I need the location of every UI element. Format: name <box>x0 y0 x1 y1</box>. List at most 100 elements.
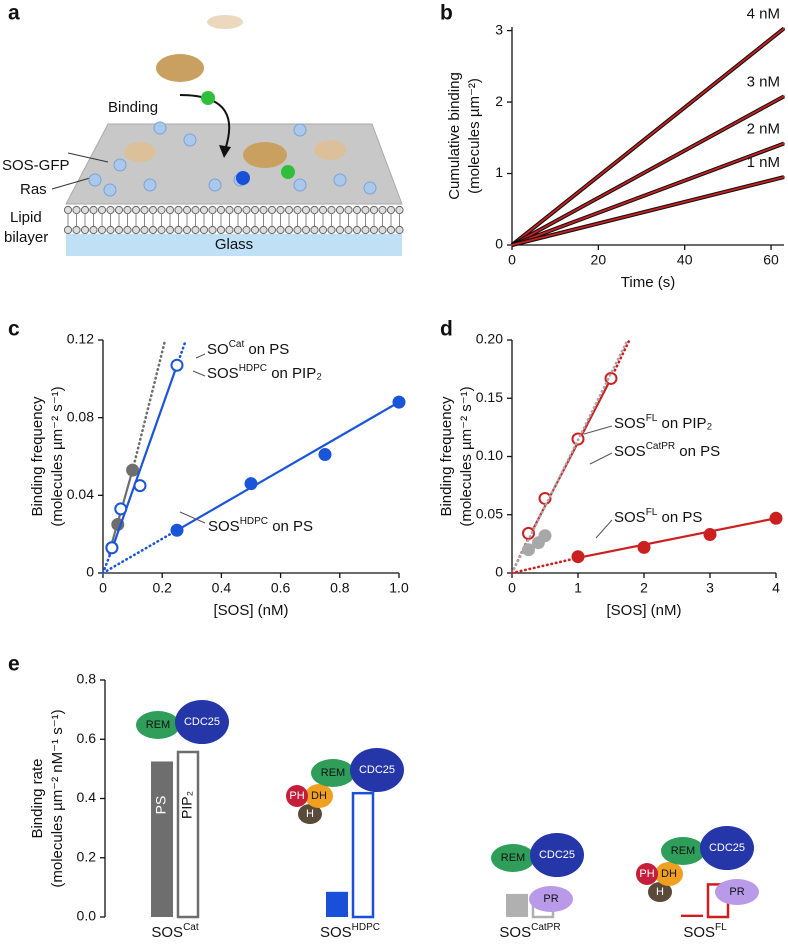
label: Binding <box>108 99 158 116</box>
domain-label: CDC25 <box>709 842 745 854</box>
leader <box>589 452 613 465</box>
lipid-head <box>97 205 107 215</box>
lipid-head <box>208 205 217 215</box>
text-part: Cat <box>183 922 199 933</box>
point <box>170 523 184 537</box>
lipid-head <box>386 225 396 235</box>
text-part: Cat <box>229 339 245 350</box>
ras <box>183 133 197 147</box>
lipid-head <box>216 205 226 215</box>
y-tick-label: 0.10 <box>476 447 503 463</box>
lipid-head <box>174 205 183 215</box>
panel-label: c <box>8 318 20 341</box>
lipid-head <box>182 225 192 235</box>
lipid-head <box>114 225 124 235</box>
domain-label: H <box>306 808 314 820</box>
ras <box>363 181 377 195</box>
x-tick-label: 3 <box>706 580 714 596</box>
x-tick-label: 0.6 <box>271 580 291 596</box>
domain-shape <box>661 837 705 865</box>
point <box>703 528 717 542</box>
lipid-head <box>327 225 336 235</box>
text-part: HDPC <box>239 363 267 374</box>
lipid-head <box>335 225 345 235</box>
lipid-head <box>267 205 277 215</box>
lipid-head <box>148 205 158 215</box>
fit-extension <box>101 528 179 575</box>
lipid-head <box>276 225 285 235</box>
lipid-head <box>250 225 260 235</box>
fit-extension <box>510 338 629 575</box>
lipid-head <box>106 205 115 215</box>
ras <box>113 158 127 172</box>
gfp <box>201 91 215 105</box>
sos-protein <box>124 142 156 162</box>
lipid-head <box>165 205 175 215</box>
lipid-head <box>157 225 166 235</box>
x-tick-label: 2 <box>640 580 648 596</box>
ras <box>333 173 347 187</box>
lipid-head <box>199 205 209 215</box>
y-axis-label: (molecules µm⁻²) <box>466 78 483 194</box>
glass <box>66 234 402 256</box>
x-tick-label: 0 <box>508 252 516 268</box>
bar <box>151 761 173 917</box>
domain-shape <box>298 804 322 824</box>
ras <box>103 183 117 197</box>
bar <box>326 891 348 917</box>
lipid-head <box>63 225 73 235</box>
domain-shape <box>700 826 754 870</box>
lipid-head <box>284 205 294 215</box>
text-part: on PS <box>268 518 313 535</box>
sos-protein <box>314 140 346 160</box>
y-axis-label: (molecules µm⁻² s⁻¹) <box>458 386 475 526</box>
point <box>604 371 618 385</box>
domain-shape <box>286 785 308 807</box>
fit-line <box>576 517 778 559</box>
text-part: HDPC <box>240 516 268 527</box>
y-tick-label: 0 <box>86 564 94 580</box>
x-tick-label: 1 <box>574 580 582 596</box>
text-part: SOS <box>683 924 715 941</box>
lipid-head <box>369 225 379 235</box>
point <box>244 477 258 491</box>
lipid-head <box>284 225 294 235</box>
bar <box>176 750 200 919</box>
lipid-head <box>395 225 404 235</box>
lipid-head <box>259 225 268 235</box>
x-tick-label: 60 <box>763 252 779 268</box>
y-tick-label: 0.6 <box>77 730 97 746</box>
lipid-head <box>140 205 149 215</box>
y-axis-label: (molecules µm⁻² s⁻¹) <box>49 386 66 526</box>
label: Ras <box>20 181 47 198</box>
lipid-head <box>386 205 396 215</box>
domain-shape <box>491 844 535 872</box>
lipid-head <box>63 205 73 215</box>
label: Lipid <box>10 209 42 226</box>
lipid-head <box>259 205 268 215</box>
panel-label: a <box>8 2 20 25</box>
lipid-head <box>165 225 175 235</box>
lipid-head <box>123 225 132 235</box>
y-axis-label: Binding frequency <box>438 396 455 517</box>
fit-extension <box>609 338 631 380</box>
series-label: SOSFL on PS <box>614 507 702 526</box>
domain-label: DH <box>661 868 677 880</box>
x-tick-label: 1.0 <box>389 580 409 596</box>
lipid-head <box>310 225 319 235</box>
point <box>318 448 332 462</box>
lipid-head <box>80 225 90 235</box>
panel-label: e <box>8 653 20 676</box>
lipid-head <box>89 225 98 235</box>
series-label: PIP₂ <box>179 791 195 819</box>
ras-bound <box>236 171 250 185</box>
x-tick-label: SOSFL <box>683 922 727 941</box>
series-label: PS <box>153 796 169 815</box>
lipid-head <box>208 225 217 235</box>
line <box>511 142 785 246</box>
lipid-head <box>301 205 311 215</box>
lipid-head <box>191 225 200 235</box>
y-tick-label: 0.12 <box>67 331 94 347</box>
lipid-head <box>352 205 362 215</box>
